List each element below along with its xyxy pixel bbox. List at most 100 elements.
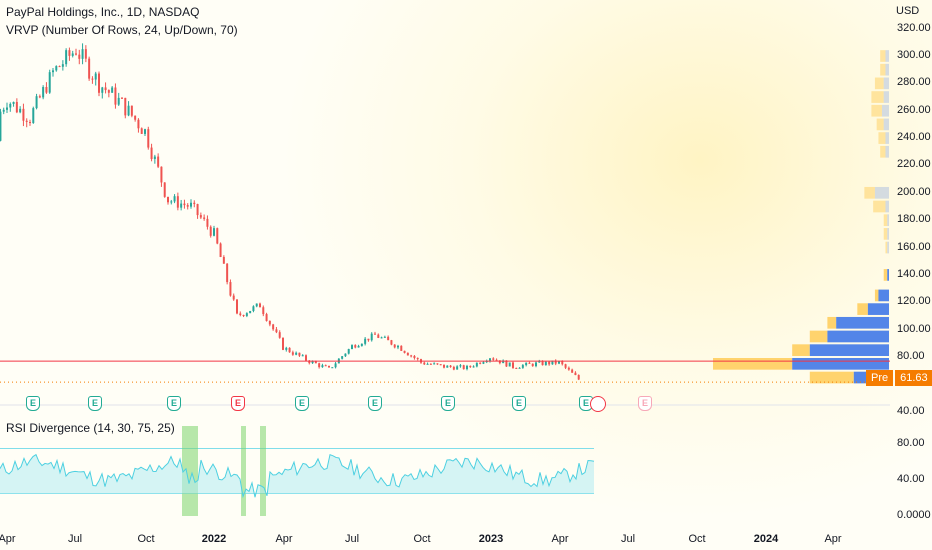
vrvp-up-bar <box>887 241 889 254</box>
candle-body <box>104 87 107 91</box>
vrvp-down-bar <box>880 145 886 158</box>
candle-body <box>272 324 275 330</box>
vrvp-up-bar <box>883 118 889 131</box>
candle-body <box>387 336 390 341</box>
vrvp-down-bar <box>809 330 828 343</box>
vrvp-down-bar <box>883 228 888 240</box>
candle-body <box>357 345 360 348</box>
candle-body <box>548 361 551 365</box>
candle-body <box>219 243 222 257</box>
candle-body <box>390 340 393 345</box>
vrvp-up-bar <box>885 132 889 144</box>
candle-body <box>406 352 409 356</box>
candle-body <box>216 228 219 244</box>
vrvp-down-bar <box>873 200 886 213</box>
vrvp-down-bar <box>885 241 888 254</box>
earnings-icon[interactable]: E <box>512 396 526 411</box>
candle-body <box>554 360 557 364</box>
vrvp-down-bar <box>878 132 886 144</box>
candle-body <box>32 108 35 123</box>
candle-body <box>124 97 127 116</box>
rsi-divergence-band <box>241 426 246 516</box>
earnings-icon[interactable]: E <box>231 396 245 411</box>
premarket-price-flag: Pre 61.63 <box>866 370 932 386</box>
time-tick: 2024 <box>753 533 779 545</box>
candle-body <box>528 362 531 364</box>
candle-body <box>544 361 547 366</box>
candle-body <box>459 365 462 367</box>
dividend-marker[interactable] <box>590 396 606 412</box>
candle-body <box>278 332 281 338</box>
rsi-legend[interactable]: RSI Divergence (14, 30, 75, 25) <box>6 421 175 435</box>
candle-body <box>209 226 212 236</box>
vrvp-down-bar <box>713 358 793 370</box>
earnings-icon[interactable]: E <box>368 396 382 411</box>
price-tick: 40.00 <box>897 404 925 417</box>
time-tick: Apr <box>275 533 293 545</box>
time-tick: Oct <box>688 533 706 545</box>
earnings-icon[interactable]: E <box>88 396 102 411</box>
vrvp-down-bar <box>809 371 854 384</box>
price-tick: 140.00 <box>897 267 931 280</box>
vrvp-down-bar <box>883 214 888 227</box>
earnings-icon[interactable]: E <box>167 396 181 411</box>
price-tick: 180.00 <box>897 213 931 226</box>
candle-body <box>22 108 25 121</box>
candle-body <box>567 367 570 370</box>
candle-body <box>347 349 350 354</box>
earnings-icon[interactable]: E <box>295 396 309 411</box>
candle-body <box>52 70 54 73</box>
candle-body <box>318 363 321 368</box>
candle-body <box>88 58 91 79</box>
candle-body <box>334 363 337 368</box>
candle-body <box>512 362 514 368</box>
vrvp-legend[interactable]: VRVP (Number Of Rows, 24, Up/Down, 70) <box>6 23 238 37</box>
candle-body <box>314 361 317 364</box>
candle-body <box>571 369 574 373</box>
candle-body <box>505 360 508 367</box>
vrvp-down-bar <box>876 118 884 131</box>
candle-body <box>535 362 537 367</box>
earnings-icon[interactable]: E <box>26 396 40 411</box>
earnings-icon[interactable]: E <box>441 396 455 411</box>
candle-body <box>236 299 238 314</box>
candle-body <box>127 105 130 116</box>
candle-body <box>364 338 367 344</box>
candle-body <box>134 115 137 120</box>
vrvp-down-bar <box>883 269 888 281</box>
vrvp-up-bar <box>792 358 889 370</box>
price-tick: 220.00 <box>897 158 931 171</box>
candle-body <box>564 364 567 368</box>
candle-body <box>15 101 18 113</box>
candle-body <box>466 365 468 370</box>
candle-body <box>157 156 160 167</box>
candle-body <box>344 353 347 357</box>
candle-body <box>180 203 183 208</box>
volume-profile <box>713 50 889 384</box>
candle-body <box>75 53 77 55</box>
candle-body <box>525 362 528 366</box>
candle-body <box>137 119 140 129</box>
candle-body <box>393 344 396 348</box>
candle-body <box>577 375 580 380</box>
symbol-legend[interactable]: PayPal Holdings, Inc., 1D, NASDAQ <box>6 5 200 19</box>
earnings-icon[interactable]: E <box>638 396 652 411</box>
candle-body <box>433 363 436 365</box>
candle-body <box>351 345 353 350</box>
candle-body <box>400 345 403 351</box>
rsi-tick: 40.00 <box>897 473 925 485</box>
candle-body <box>561 361 564 365</box>
vrvp-up-bar <box>885 145 889 158</box>
vrvp-up-bar <box>878 289 889 302</box>
candle-body <box>551 360 554 365</box>
time-tick: Oct <box>137 533 155 545</box>
vrvp-down-bar <box>871 91 884 103</box>
candle-body <box>380 337 383 339</box>
earnings-icon[interactable]: E <box>579 396 593 411</box>
candle-body <box>226 263 229 283</box>
price-tick: 200.00 <box>897 185 931 198</box>
vrvp-up-bar <box>874 186 889 199</box>
candle-body <box>232 295 235 300</box>
candle-body <box>242 315 245 317</box>
